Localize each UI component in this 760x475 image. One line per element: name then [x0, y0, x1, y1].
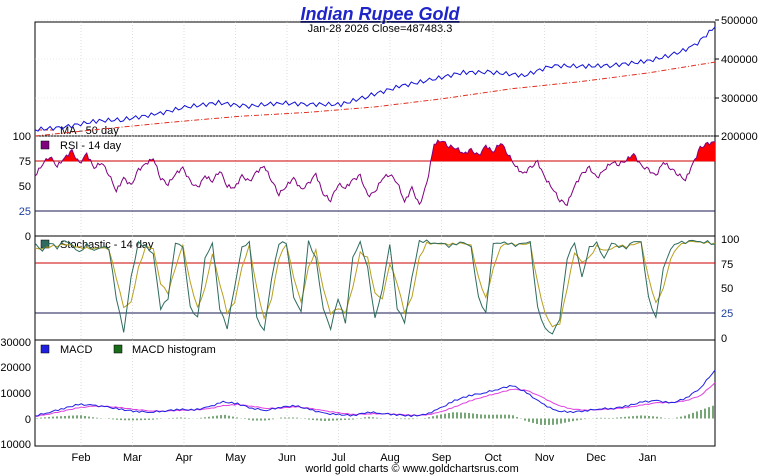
y-tick-label-price: 200000	[721, 131, 758, 143]
rsi-panel	[34, 135, 716, 237]
x-tick-label: Nov	[535, 452, 555, 464]
x-tick-label: Jul	[331, 452, 345, 464]
x-tick-label: Feb	[72, 452, 91, 464]
y-tick-label-stochastic: 100	[721, 234, 739, 246]
y-tick-label-stochastic: 50	[721, 283, 733, 295]
y-tick-label-stochastic: 25	[721, 308, 733, 320]
ma-legend-label: MA - 50 day	[60, 125, 119, 137]
y-tick-label-rsi: 75	[19, 156, 31, 168]
reference-lines	[35, 160, 715, 314]
y-tick-label-macd: -10000	[0, 439, 31, 451]
chart-subtitle: Jan-28 2026 Close=487483.3	[308, 23, 453, 35]
y-tick-label-stochastic: 75	[721, 259, 733, 271]
macd-signal-line	[34, 382, 716, 417]
macd-histogram-legend-swatch	[113, 344, 123, 354]
footer-credit: world gold charts © www.goldchartsrus.co…	[304, 463, 519, 475]
macd-legend-swatch	[40, 344, 50, 354]
rsi-line	[34, 139, 716, 207]
y-tick-label-macd: 20000	[0, 362, 31, 374]
price-panel	[34, 21, 716, 137]
y-tick-label-rsi: 0	[25, 231, 31, 243]
tick-labels: Feb Mar Apr May Jun Jul Aug Sep Oct Nov Dec Jan5000…	[0, 15, 758, 464]
y-tick-label-price: 500000	[721, 15, 758, 27]
x-tick-label: Mar	[123, 452, 142, 464]
series-lines	[34, 26, 716, 425]
rsi-legend-label: RSI - 14 day	[60, 140, 122, 152]
macd-line	[34, 369, 716, 418]
y-tick-label-rsi: 25	[19, 206, 31, 218]
x-tick-label: Jan	[639, 452, 657, 464]
x-tick-label: Jun	[278, 452, 296, 464]
y-tick-label-macd: 30000	[0, 337, 31, 349]
x-tick-label: Sep	[432, 452, 452, 464]
x-tick-label: Dec	[586, 452, 606, 464]
rsi-legend: RSI - 14 day	[40, 140, 122, 152]
y-tick-label-rsi: 100	[13, 131, 31, 143]
y-tick-label-stochastic: 0	[721, 333, 727, 345]
y-tick-label-rsi: 50	[19, 181, 31, 193]
y-tick-label-macd: 0	[25, 414, 31, 426]
chart-title: Indian Rupee Gold	[300, 4, 460, 24]
x-tick-label: May	[225, 452, 246, 464]
price-close-line	[34, 26, 716, 132]
stochastic-d-line	[34, 240, 716, 328]
x-tick-label: Oct	[484, 452, 501, 464]
y-tick-label-price: 400000	[721, 54, 758, 66]
x-tick-label: Apr	[175, 452, 192, 464]
x-tick-label: Aug	[380, 452, 400, 464]
rsi-legend-swatch	[40, 140, 50, 150]
rsi-overbought-fill	[35, 140, 715, 161]
ma-50-line	[34, 61, 716, 137]
macd-panel	[34, 339, 716, 447]
macd-histogram-legend-label: MACD histogram	[132, 344, 216, 356]
stochastic-k-line	[34, 239, 716, 335]
y-tick-label-macd: 10000	[0, 388, 31, 400]
grid-lines	[35, 19, 715, 446]
macd-legend-label: MACD	[60, 344, 92, 356]
macd-legend: MACD MACD histogram	[40, 344, 216, 356]
y-tick-label-price: 300000	[721, 93, 758, 105]
